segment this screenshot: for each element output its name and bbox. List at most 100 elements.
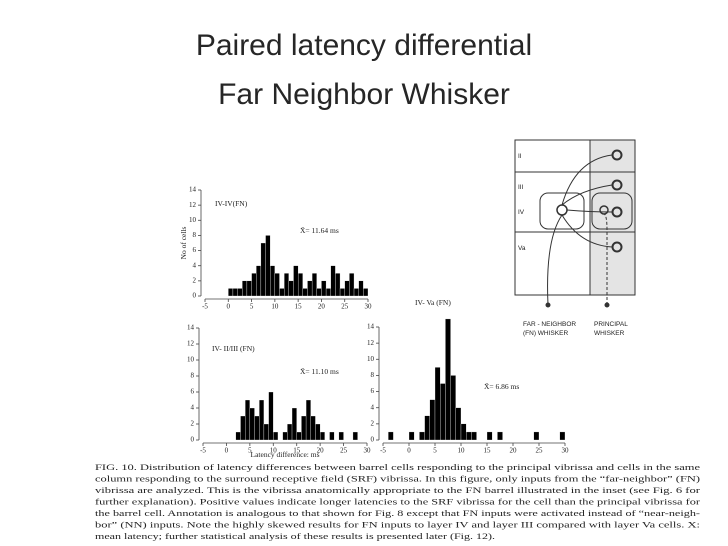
mean-label: X̄= 11.64 ms [300,226,339,235]
bar [242,280,248,297]
y-tick-label: 6 [191,388,195,396]
bar [325,288,331,297]
principal-label: PRINCIPAL [594,321,628,328]
bar [445,318,451,441]
panel-label: IV- Va (FN) [415,298,451,307]
bar [307,280,313,297]
bar [274,273,280,297]
bar [284,273,289,297]
caption-line: the barrel cell. Annotation is analogous… [95,508,700,518]
x-tick-label: 20 [318,303,326,311]
bar [273,431,279,441]
bar [256,265,262,297]
bar [235,431,241,441]
bar [471,431,477,441]
bar [263,423,269,441]
y-axis-label: No of cells [179,226,188,259]
x-tick-label: 10 [458,447,466,455]
bar [388,431,394,441]
caption-line: vibrissa are analyzed. This is the vibri… [95,485,700,495]
bar [330,265,336,297]
x-tick-label: -5 [202,303,208,311]
bar [533,431,540,441]
layer-label: II [518,153,522,160]
bar [305,399,311,441]
x-tick-label: 10 [271,303,279,311]
bar [270,265,276,297]
y-tick-label: 6 [193,246,197,254]
barrel [591,192,633,230]
fn-label: (FN) WHISKER [523,330,568,337]
bar [408,431,415,441]
principal-label: WHISKER [594,330,625,337]
bar [291,407,297,441]
y-tick-label: 14 [367,323,375,331]
panel-label: IV- II/III (FN) [212,344,255,353]
bar [339,288,345,297]
bar [293,265,299,297]
bar [245,399,251,441]
bar [301,415,307,441]
bar [237,288,243,297]
y-tick-label: 14 [189,186,197,194]
bar [287,423,293,441]
bar [296,431,302,441]
bar [434,367,441,441]
cell [611,241,623,253]
bar [228,288,234,297]
bar [358,280,364,297]
x-tick-label: 20 [510,447,518,455]
bar [440,383,446,441]
bar [265,235,271,297]
bar [251,273,257,297]
x-tick-label: 0 [225,447,229,455]
bar [268,391,274,441]
bar [497,431,503,441]
x-tick-label: 15 [295,303,303,311]
y-tick-label: 4 [371,403,375,411]
inset-diagram [514,139,636,308]
panel-label: IV-IV(FN) [215,199,248,208]
y-tick-label: 4 [193,261,197,269]
bar [419,431,425,441]
bar [310,415,316,441]
bar [259,399,265,441]
principal-path [603,213,608,305]
y-tick-label: 6 [371,387,375,395]
bar [321,280,327,297]
bar [282,431,288,441]
cell [611,206,623,218]
y-tick-label: 2 [193,276,197,284]
bar [288,280,294,297]
bar [279,288,285,297]
bar [363,288,369,297]
bar [254,415,260,441]
layer-label: Va [518,245,526,252]
slide-title: Paired latency differential [196,29,532,62]
y-tick-label: 2 [191,420,195,428]
bar [232,288,238,297]
bar [329,431,335,441]
y-tick-label: 8 [371,371,375,379]
x-tick-label: 15 [484,447,492,455]
x-tick-label: 30 [364,447,372,455]
fn-label: FAR - NEIGHBOR [523,321,576,328]
bar [450,375,456,441]
principal-column [590,140,635,295]
bar [297,273,303,297]
y-tick-label: 10 [189,216,197,224]
x-axis-label: Latency difference: ms [251,450,320,459]
x-tick-label: -5 [200,447,206,455]
layer-label: III [518,184,524,191]
layer-label: IV [518,209,525,216]
y-tick-label: 0 [191,436,195,444]
caption-line: mean latency; further statistical analys… [95,531,495,541]
bar [315,423,321,441]
y-tick-label: 0 [193,292,197,300]
x-tick-label: 10 [270,447,278,455]
bar [316,288,322,297]
mean-label: X̄= 6.86 ms [484,382,519,391]
bar [344,280,350,297]
bar [302,288,308,297]
